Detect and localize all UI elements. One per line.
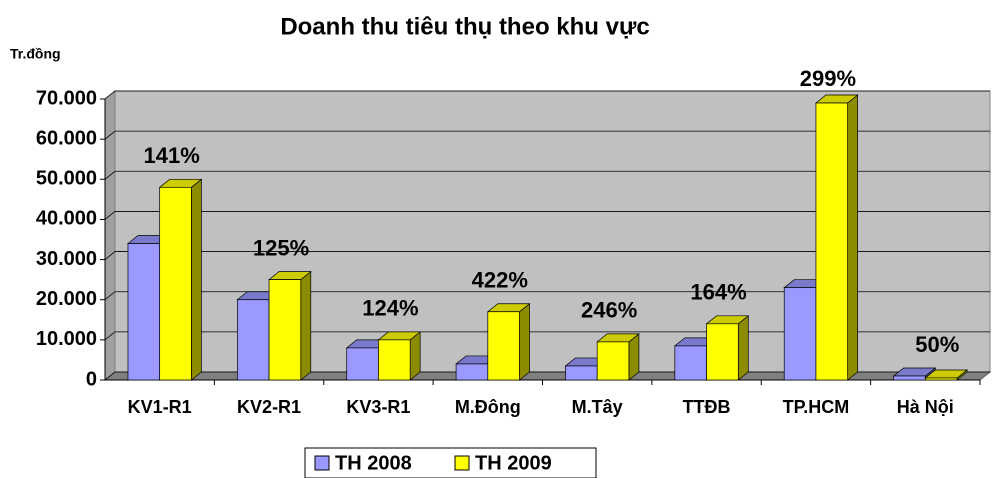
bar-side <box>737 315 749 381</box>
annotation: 299% <box>800 66 856 91</box>
x-tick-label: M.Tây <box>572 397 623 417</box>
annotation: 246% <box>581 298 637 323</box>
bar-front <box>893 375 926 381</box>
bar <box>814 94 859 381</box>
bar-front <box>455 363 489 381</box>
legend-label: TH 2008 <box>335 452 412 474</box>
bar-side <box>847 94 859 381</box>
y-tick-label: 50.000 <box>36 168 97 190</box>
bar-front <box>236 299 270 381</box>
grid-line <box>104 170 990 180</box>
side-wall <box>104 89 116 382</box>
annotation: 124% <box>362 296 418 321</box>
bar <box>924 369 969 381</box>
y-tick-label: 10.000 <box>36 328 97 350</box>
bar-front <box>127 243 161 381</box>
bar-front <box>268 279 302 381</box>
annotation: 422% <box>472 268 528 293</box>
bar-front <box>783 287 817 381</box>
grid-line <box>104 251 990 260</box>
y-tick-label: 70.000 <box>36 87 97 109</box>
bar-side <box>300 270 312 381</box>
bar <box>486 303 531 381</box>
x-tick-label: M.Đông <box>455 397 521 417</box>
legend-label: TH 2009 <box>475 452 552 474</box>
bar-side <box>191 178 202 381</box>
legend-swatch <box>314 455 330 471</box>
x-tick-label: TP.HCM <box>783 397 850 417</box>
y-tick-label: 20.000 <box>36 288 97 310</box>
bar-front <box>346 347 379 381</box>
bar <box>596 333 640 381</box>
bar <box>268 270 312 381</box>
y-tick-label: 30.000 <box>36 248 97 270</box>
legend-swatch <box>454 455 470 471</box>
grid-line <box>104 130 990 140</box>
x-tick-label: KV2-R1 <box>237 397 301 417</box>
annotation: 50% <box>915 332 959 357</box>
grid-line <box>104 331 990 341</box>
y-axis-label: Tr.đồng <box>10 46 61 62</box>
bar-front <box>487 311 520 381</box>
x-tick-label: KV1-R1 <box>128 397 192 417</box>
annotation: 164% <box>690 280 746 305</box>
bar <box>705 315 750 381</box>
x-tick-label: KV3-R1 <box>346 397 410 417</box>
bar-front <box>159 186 192 381</box>
chart-title: Doanh thu tiêu thụ theo khu vực <box>280 13 649 40</box>
bar-front <box>674 345 707 381</box>
y-tick-label: 0 <box>86 368 97 390</box>
bar-front <box>924 377 958 381</box>
bar-front <box>565 365 598 381</box>
grid-line <box>104 211 990 220</box>
bar <box>377 331 422 381</box>
grid-line <box>104 291 990 301</box>
bar <box>158 178 203 381</box>
annotation: 141% <box>144 143 200 168</box>
bar-side <box>519 303 530 381</box>
x-tick-label: TTĐB <box>683 397 731 417</box>
x-tick-label: Hà Nội <box>897 397 954 417</box>
y-tick-label: 60.000 <box>36 127 97 149</box>
y-tick-label: 40.000 <box>36 208 97 230</box>
legend-box <box>304 447 597 478</box>
bar-front <box>815 102 849 381</box>
bar-front <box>596 341 630 381</box>
bar-front <box>706 323 739 381</box>
annotation: 125% <box>253 235 309 260</box>
bar-front <box>378 339 411 381</box>
grid-line <box>104 90 990 100</box>
